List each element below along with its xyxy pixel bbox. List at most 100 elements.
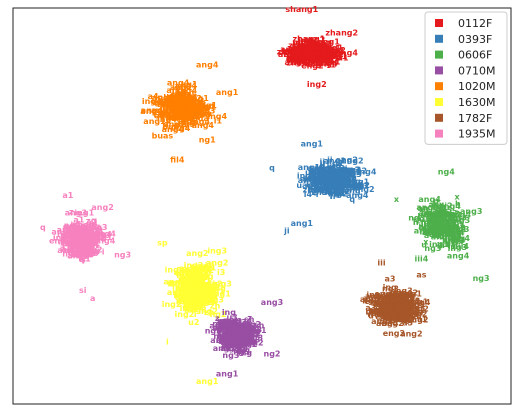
point-label: i (346, 174, 349, 183)
point-label: x (440, 213, 446, 222)
point-label: ang1 (182, 111, 205, 120)
point-label: ang1 (208, 289, 231, 298)
point-label: ng2 (206, 280, 223, 289)
point-label: wa (388, 300, 401, 309)
point-label: i (180, 287, 183, 296)
point-label: ang4 (74, 236, 97, 245)
point-label: i1 (153, 110, 162, 119)
point-label: ng3 (223, 344, 240, 353)
point-label: ng (298, 47, 310, 56)
point-label: ing2 (289, 49, 309, 58)
point-label: s (89, 238, 94, 247)
point-label: ang1 (302, 50, 325, 59)
point-label: ang4 (391, 312, 414, 321)
point-label: i (71, 232, 74, 241)
legend-swatch (435, 113, 443, 122)
point-label: bua (181, 118, 198, 127)
point-label: ang1 (302, 46, 325, 55)
point-label: ang4 (434, 223, 457, 232)
point-label: ng (294, 50, 306, 59)
point-label: ang3 (167, 288, 189, 297)
point-label: a1 (71, 220, 82, 229)
point-label: ng1 (64, 229, 81, 238)
point-label: ing (391, 301, 405, 310)
point-label: u4 (180, 102, 192, 111)
point-label: eng2 (313, 49, 335, 58)
point-label: ang4 (448, 234, 471, 243)
point-label: i2 (413, 217, 421, 226)
point-label: ing4 (171, 124, 191, 133)
point-label: ang2 (391, 302, 413, 311)
point-label: ang1 (365, 292, 388, 301)
point-label: j (304, 47, 308, 56)
point-label: ang2 (390, 305, 412, 314)
point-label: eng2 (405, 310, 427, 319)
point-label: ang3 (180, 274, 202, 283)
point-label: sh (231, 329, 242, 338)
point-label: ang3 (174, 268, 196, 277)
point-label: a3 (388, 312, 399, 321)
point-label: q (40, 223, 46, 232)
point-label: ang3 (167, 113, 189, 122)
point-label: ng3 (402, 307, 419, 316)
point-label: ang (387, 302, 404, 311)
point-label: ang3 (431, 232, 453, 241)
point-label: ng1 (62, 250, 79, 259)
point-label: u3 (226, 313, 237, 322)
point-label: ii (342, 165, 348, 174)
point-label: i1 (187, 96, 196, 105)
point-label: a4 (158, 108, 169, 117)
point-label: i3 (190, 297, 198, 306)
point-label: zhang2 (292, 46, 325, 55)
point-label: i2 (237, 345, 245, 354)
point-label: ang3 (74, 231, 96, 240)
point-label: ng3 (220, 321, 237, 330)
point-label: i (175, 109, 178, 118)
point-label: i1 (293, 41, 302, 50)
point-label: ang4 (414, 227, 437, 236)
point-label: ng (294, 53, 306, 62)
point-label: ing (238, 329, 252, 338)
point-label: ang2 (184, 100, 206, 109)
point-label: s (72, 241, 77, 250)
point-label: ang1 (293, 48, 316, 57)
point-label: ang1 (278, 50, 301, 59)
point-label: s (76, 227, 81, 236)
point-label: ng1 (181, 80, 198, 89)
point-label: sh (223, 330, 234, 339)
point-label: ing2 (304, 43, 324, 52)
point-label: ji (328, 163, 335, 172)
point-label: u4 (184, 96, 196, 105)
point-label: ng3 (219, 319, 236, 328)
point-label: eng2 (396, 289, 418, 298)
point-label: wa (400, 291, 413, 300)
point-label: eng2 (310, 48, 332, 57)
point-label: wa (406, 312, 419, 321)
point-label: g1 (327, 170, 339, 179)
point-label: i1 (319, 46, 328, 55)
point-label: a1 (76, 225, 87, 234)
point-label: ng3 (392, 303, 409, 312)
point-label: ing2 (300, 48, 320, 57)
point-label: ing4 (174, 99, 194, 108)
point-label: u (448, 224, 454, 233)
point-label: ang1 (308, 48, 331, 57)
point-label: i (86, 229, 89, 238)
series-1630M: ing2ang3ang2ang1i3a1u2ng2zhiing3anging2a… (157, 239, 232, 387)
point-label: ang (390, 293, 407, 302)
point-label: ang2 (178, 273, 200, 282)
point-label: ang2 (311, 173, 333, 182)
point-label: ang3 (439, 211, 461, 220)
point-label: ang3 (416, 203, 438, 212)
point-label: zhang1 (288, 41, 321, 50)
point-label: i (95, 217, 98, 226)
point-label: u3 (236, 335, 247, 344)
point-label: ing3 (173, 291, 193, 300)
point-label: ang4 (311, 187, 334, 196)
point-label: i (202, 286, 205, 295)
point-label: ang1 (194, 103, 217, 112)
legend-label: 1020M (458, 80, 496, 93)
point-label: i1 (448, 242, 457, 251)
point-label: iii4 (430, 216, 444, 225)
point-label: ing1 (167, 99, 187, 108)
